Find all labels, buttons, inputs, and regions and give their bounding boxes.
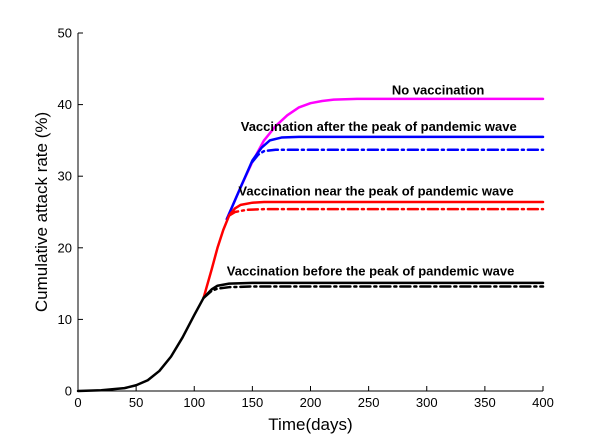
x-tick-label: 400 <box>532 395 554 410</box>
y-tick-label: 0 <box>65 384 72 399</box>
series-line-1 <box>225 135 545 221</box>
x-tick-label: 200 <box>300 395 322 410</box>
annotation-2: Vaccination near the peak of pandemic wa… <box>238 184 513 199</box>
series-line-4 <box>227 207 545 217</box>
y-tick-label: 50 <box>58 26 72 41</box>
x-tick-label: 100 <box>183 395 205 410</box>
series-line-3 <box>202 200 545 300</box>
x-tick-label: 150 <box>242 395 264 410</box>
y-tick-label: 10 <box>58 312 72 327</box>
series-line-2 <box>251 148 545 164</box>
x-tick-label: 0 <box>74 395 81 410</box>
y-tick-label: 30 <box>58 169 72 184</box>
annotation-0: No vaccination <box>392 83 485 98</box>
y-tick-label: 40 <box>58 97 72 112</box>
annotation-1: Vaccination after the peak of pandemic w… <box>241 119 517 134</box>
x-tick-label: 300 <box>416 395 438 410</box>
x-axis-title: Time(days) <box>268 415 352 434</box>
x-tick-label: 50 <box>129 395 143 410</box>
series-line-5 <box>76 281 545 393</box>
series-layer <box>76 97 545 393</box>
y-tick-label: 20 <box>58 240 72 255</box>
axis-layer: 0 50 100 150 200 250 300 350 400 0 10 20 30 40 50 <box>58 26 554 411</box>
annotation-layer: No vaccination Vaccination after the peak… <box>227 83 517 279</box>
annotation-3: Vaccination before the peak of pandemic … <box>227 264 515 279</box>
y-axis-title: Cumulative attack rate (%) <box>32 112 51 312</box>
x-tick-label: 350 <box>474 395 496 410</box>
series-line-6 <box>202 285 545 300</box>
x-tick-label: 250 <box>358 395 380 410</box>
